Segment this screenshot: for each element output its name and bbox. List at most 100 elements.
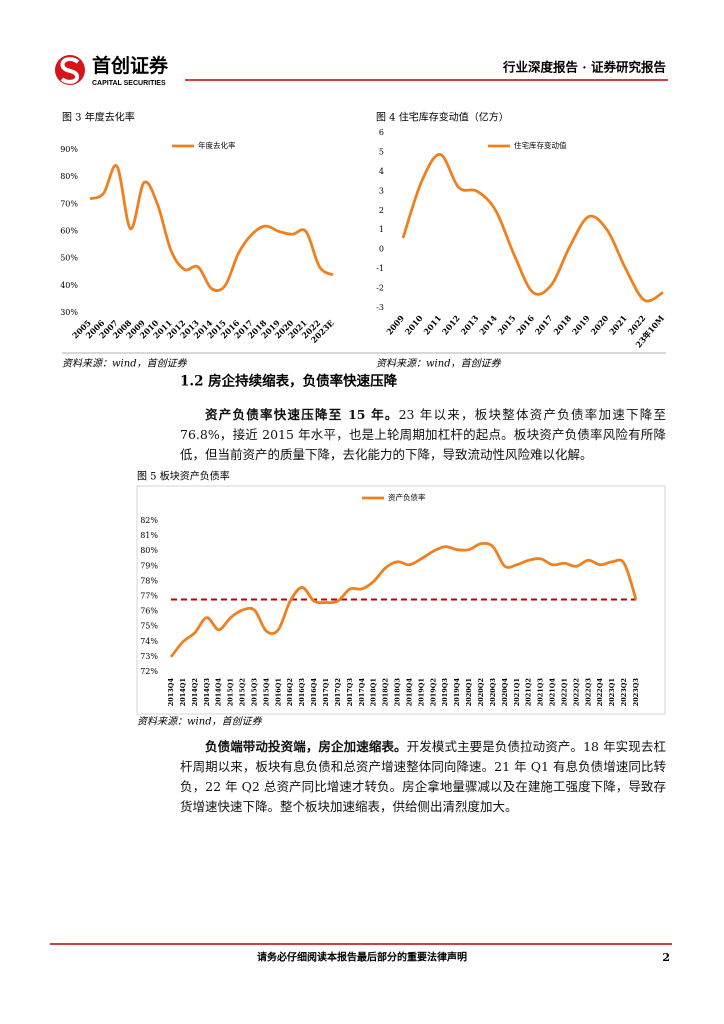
y-tick-label: 2 bbox=[379, 206, 384, 215]
figure-source: 资料来源：wind，首创证券 bbox=[376, 358, 502, 370]
x-tick-label: 2021 bbox=[607, 313, 629, 336]
x-tick-label: 2021Q2 bbox=[525, 678, 533, 706]
paragraph: 资产负债率快速压降至 15 年。23 年以来，板块整体资产负债率加速下降至 76… bbox=[180, 405, 666, 465]
x-tick-label: 2023Q3 bbox=[632, 678, 640, 707]
x-tick-label: 2015Q3 bbox=[250, 678, 258, 707]
x-tick-label: 2014Q3 bbox=[203, 678, 211, 707]
x-tick-label: 2016Q4 bbox=[310, 678, 318, 707]
y-tick-label: 74% bbox=[140, 637, 158, 646]
x-tick-label: 2022Q2 bbox=[572, 678, 580, 706]
x-tick-label: 2017Q1 bbox=[322, 678, 330, 706]
y-tick-label: 90% bbox=[60, 145, 78, 154]
x-tick-label: 2018 bbox=[551, 313, 573, 337]
x-tick-label: 2017Q4 bbox=[358, 678, 366, 707]
x-tick-label: 2015Q4 bbox=[262, 678, 270, 707]
y-tick-label: 79% bbox=[140, 561, 158, 570]
figure-title: 图 4 住宅库存变动值（亿方） bbox=[376, 111, 509, 124]
y-tick-label: 76% bbox=[140, 607, 158, 616]
x-tick-label: 2018Q4 bbox=[405, 678, 413, 707]
y-tick-label: 73% bbox=[140, 652, 158, 661]
x-tick-label: 2014Q4 bbox=[215, 678, 223, 707]
report-type: 行业深度报告 · 证券研究报告 bbox=[502, 60, 667, 75]
x-tick-label: 2019Q3 bbox=[441, 678, 449, 707]
x-tick-label: 2018Q2 bbox=[382, 678, 390, 706]
brand: 首创证券 bbox=[92, 54, 169, 77]
brand-en: CAPITAL SECURITIES bbox=[92, 80, 166, 87]
figure-source: 资料来源：wind，首创证券 bbox=[62, 358, 188, 370]
y-tick-label: -2 bbox=[376, 284, 384, 293]
x-tick-label: 2021Q1 bbox=[513, 678, 521, 706]
x-tick-label: 2017 bbox=[533, 313, 555, 336]
paragraph-lead: 负债端带动投资端，房企加速缩表。 bbox=[205, 739, 407, 754]
x-tick-label: 2010 bbox=[403, 313, 425, 337]
x-tick-label: 2017Q2 bbox=[334, 678, 342, 706]
logo bbox=[55, 55, 85, 85]
y-tick-label: 3 bbox=[379, 186, 384, 195]
figure-title: 图 3 年度去化率 bbox=[62, 111, 135, 124]
x-tick-label: 2013 bbox=[458, 313, 480, 337]
x-tick-label: 2022Q3 bbox=[584, 678, 592, 707]
disclaimer: 请务必仔细阅读本报告最后部分的重要法律声明 bbox=[257, 951, 467, 964]
x-tick-label: 2022Q1 bbox=[560, 678, 568, 706]
x-tick-label: 2020Q1 bbox=[465, 678, 473, 706]
legend-label: 年度去化率 bbox=[198, 140, 236, 150]
section-heading: 1.2 房企持续缩表，负债率快速压降 bbox=[180, 373, 398, 390]
y-tick-label: 81% bbox=[140, 531, 158, 540]
y-tick-label: 75% bbox=[140, 622, 158, 631]
x-tick-label: 2017Q3 bbox=[346, 678, 354, 707]
x-tick-label: 2018Q3 bbox=[394, 678, 402, 707]
series-line bbox=[89, 164, 334, 293]
x-tick-label: 2020Q2 bbox=[477, 678, 485, 706]
y-tick-label: 40% bbox=[60, 281, 78, 290]
y-tick-label: 77% bbox=[140, 592, 158, 601]
page-number: 2 bbox=[662, 951, 670, 964]
x-tick-label: 2020Q4 bbox=[501, 678, 509, 707]
x-tick-label: 2019 bbox=[570, 313, 592, 337]
x-tick-label: 2016Q2 bbox=[286, 678, 294, 706]
series-line bbox=[169, 541, 638, 658]
legend-label: 资产负债率 bbox=[388, 492, 426, 502]
paragraph-lead: 资产负债率快速压降至 15 年。 bbox=[205, 407, 399, 422]
x-tick-label: 2016Q3 bbox=[298, 678, 306, 707]
x-tick-label: 2015Q1 bbox=[227, 678, 235, 706]
x-tick-label: 2020 bbox=[588, 313, 610, 337]
x-tick-label: 2022Q4 bbox=[596, 678, 604, 707]
x-tick-label: 2014 bbox=[477, 313, 499, 337]
x-tick-label: 2021Q3 bbox=[537, 678, 545, 707]
x-tick-label: 2015 bbox=[496, 313, 518, 336]
y-tick-label: 1 bbox=[379, 225, 384, 234]
x-tick-label: 2012 bbox=[440, 313, 462, 336]
y-tick-label: 80% bbox=[140, 546, 158, 555]
y-tick-label: 80% bbox=[60, 172, 78, 181]
paragraph-text: 23 年以来，板块整体资产负债率加速下降至 76.8%，接近 2015 年水平，… bbox=[180, 407, 666, 462]
y-tick-label: 70% bbox=[60, 199, 78, 208]
x-tick-label: 2016Q1 bbox=[274, 678, 282, 706]
y-tick-label: 5 bbox=[379, 147, 384, 156]
x-tick-label: 2020Q3 bbox=[489, 678, 497, 707]
x-tick-label: 2014Q2 bbox=[191, 678, 199, 706]
y-tick-label: -3 bbox=[376, 303, 384, 312]
x-tick-label: 2021Q4 bbox=[549, 678, 557, 707]
x-tick-label: 2011 bbox=[421, 313, 443, 336]
y-tick-label: 6 bbox=[379, 128, 384, 137]
paragraph-text: 开发模式主要是负债拉动资产。18 年实现去杠杆周期以来，板块有息负债和总资产增速… bbox=[180, 739, 666, 814]
x-tick-label: 2019Q2 bbox=[429, 678, 437, 706]
y-tick-label: 72% bbox=[140, 667, 158, 676]
y-tick-label: 60% bbox=[60, 227, 78, 236]
x-tick-label: 2013Q4 bbox=[167, 678, 175, 707]
figure-frame bbox=[136, 485, 666, 715]
y-tick-label: 0 bbox=[379, 245, 384, 254]
x-tick-label: 2016 bbox=[514, 313, 536, 337]
figure-title: 图 5 板块资产负债率 bbox=[137, 470, 230, 483]
paragraph: 负债端带动投资端，房企加速缩表。开发模式主要是负债拉动资产。18 年实现去杠杆周… bbox=[180, 737, 666, 817]
x-tick-label: 2018Q1 bbox=[370, 678, 378, 706]
x-tick-label: 2014Q1 bbox=[179, 678, 187, 706]
y-tick-label: 4 bbox=[379, 167, 384, 176]
y-tick-label: 50% bbox=[60, 254, 78, 263]
x-tick-label: 2015Q2 bbox=[239, 678, 247, 706]
y-tick-label: 82% bbox=[140, 516, 158, 525]
figure-source: 资料来源：wind，首创证券 bbox=[137, 716, 263, 728]
x-tick-label: 2023Q2 bbox=[620, 678, 628, 706]
